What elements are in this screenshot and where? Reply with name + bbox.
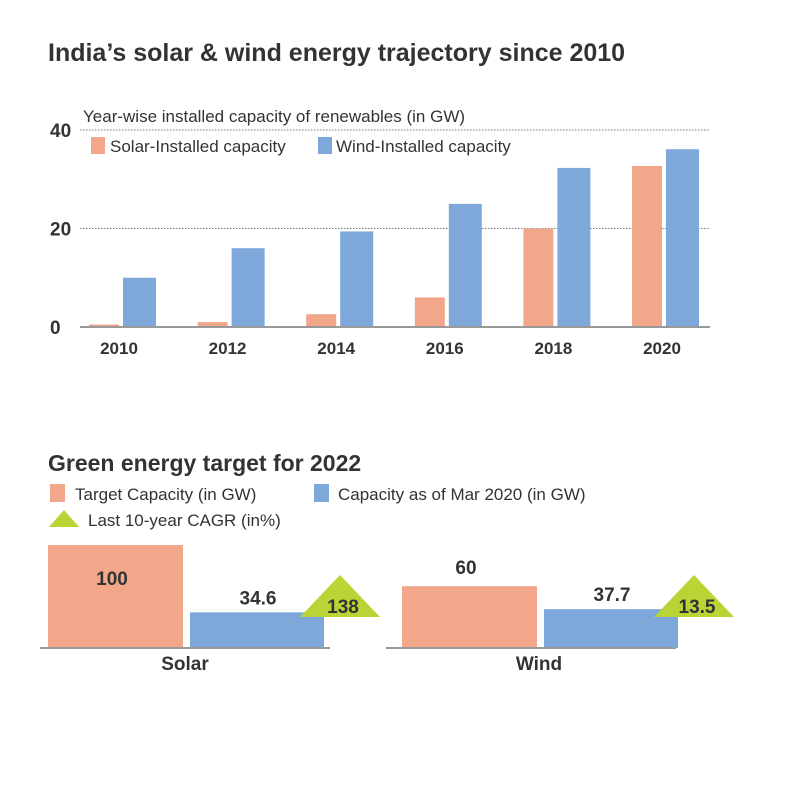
legend-swatch-solar	[91, 137, 105, 154]
legend-swatch-target	[50, 484, 65, 502]
bar-wind-2016	[448, 203, 482, 327]
bar-wind-2012	[231, 248, 265, 327]
cagr-triangle-wind	[654, 575, 734, 617]
x-tick-label: 2020	[643, 339, 681, 358]
bar-solar-2014	[306, 314, 337, 327]
bar-solar-2012	[197, 322, 228, 327]
chart-subtitle: Year-wise installed capacity of renewabl…	[83, 107, 465, 126]
target-value-label: 60	[455, 558, 476, 579]
x-tick-label: 2012	[209, 339, 247, 358]
current-value-label: 37.7	[594, 585, 631, 606]
target-value-label: 100	[96, 569, 128, 590]
category-label: Solar	[161, 654, 209, 675]
bar-current-solar	[190, 612, 324, 648]
legend-label-wind: Wind-Installed capacity	[336, 137, 511, 156]
bar-wind-2018	[557, 167, 591, 327]
bar-target-wind	[402, 586, 537, 648]
legend-label-solar: Solar-Installed capacity	[110, 137, 286, 156]
legend-swatch-current	[314, 484, 329, 502]
x-tick-label: 2018	[534, 339, 572, 358]
y-tick-label: 20	[50, 220, 71, 241]
legend-label-current: Capacity as of Mar 2020 (in GW)	[338, 485, 586, 504]
bar-solar-2010	[89, 324, 119, 327]
x-tick-label: 2014	[317, 339, 355, 358]
legend-label-target: Target Capacity (in GW)	[75, 485, 256, 504]
x-tick-label: 2010	[100, 339, 138, 358]
legend-triangle-cagr	[49, 510, 79, 527]
category-label: Wind	[516, 654, 562, 675]
current-value-label: 34.6	[240, 588, 277, 609]
y-tick-label: 0	[50, 318, 61, 339]
bar-wind-2020	[666, 149, 699, 327]
bar-wind-2010	[123, 277, 156, 327]
bar-solar-2020	[632, 165, 662, 327]
legend-label-cagr: Last 10-year CAGR (in%)	[88, 511, 281, 530]
legend-swatch-wind	[318, 137, 332, 154]
cagr-triangle-solar	[300, 575, 380, 617]
bar-target-solar	[48, 545, 183, 648]
bar-wind-2014	[340, 231, 374, 327]
y-tick-label: 40	[50, 121, 71, 142]
cagr-value-label: 138	[327, 597, 359, 618]
main-title: India’s solar & wind energy trajectory s…	[48, 39, 625, 67]
section-title: Green energy target for 2022	[48, 450, 361, 476]
cagr-value-label: 13.5	[679, 597, 716, 618]
x-tick-label: 2016	[426, 339, 464, 358]
bar-solar-2018	[523, 228, 554, 327]
bar-solar-2016	[414, 297, 445, 327]
